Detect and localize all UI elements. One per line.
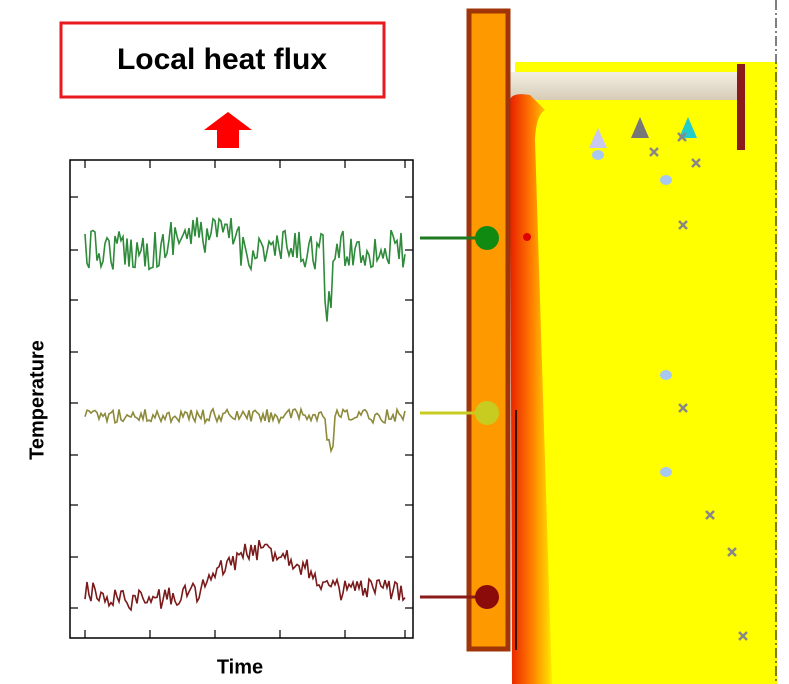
trace	[84, 539, 406, 612]
inclusion	[677, 132, 687, 142]
marker	[523, 233, 531, 241]
y-axis-label: Temperature	[26, 340, 48, 460]
plot-frame	[69, 159, 414, 639]
slag-layer	[510, 72, 740, 100]
inclusion	[649, 147, 659, 157]
traces	[84, 217, 406, 612]
thermocouple	[475, 585, 499, 609]
arrow-up	[204, 112, 252, 148]
particle	[589, 128, 607, 148]
bubble	[660, 370, 672, 380]
inclusion	[727, 547, 737, 557]
bubble	[660, 175, 672, 185]
title-box	[59, 21, 386, 99]
solid-shell	[510, 94, 552, 684]
particle	[679, 117, 697, 138]
particle	[631, 117, 649, 138]
thermocouple	[475, 401, 499, 425]
thermocouple	[475, 226, 499, 250]
bubble	[660, 467, 672, 477]
x-axis-label: Time	[217, 656, 263, 678]
particles	[592, 132, 748, 641]
title: Local heat flux	[117, 43, 327, 76]
mold-wall	[466, 8, 511, 652]
inclusion	[678, 220, 688, 230]
inclusion	[738, 631, 748, 641]
inclusion	[678, 403, 688, 413]
ticks	[70, 160, 413, 638]
liquid-steel	[515, 62, 777, 684]
bubble	[592, 150, 604, 160]
nozzle-wall	[737, 64, 745, 150]
inclusion	[705, 510, 715, 520]
inclusion	[691, 158, 701, 168]
trace	[84, 406, 406, 454]
trace	[84, 217, 406, 322]
